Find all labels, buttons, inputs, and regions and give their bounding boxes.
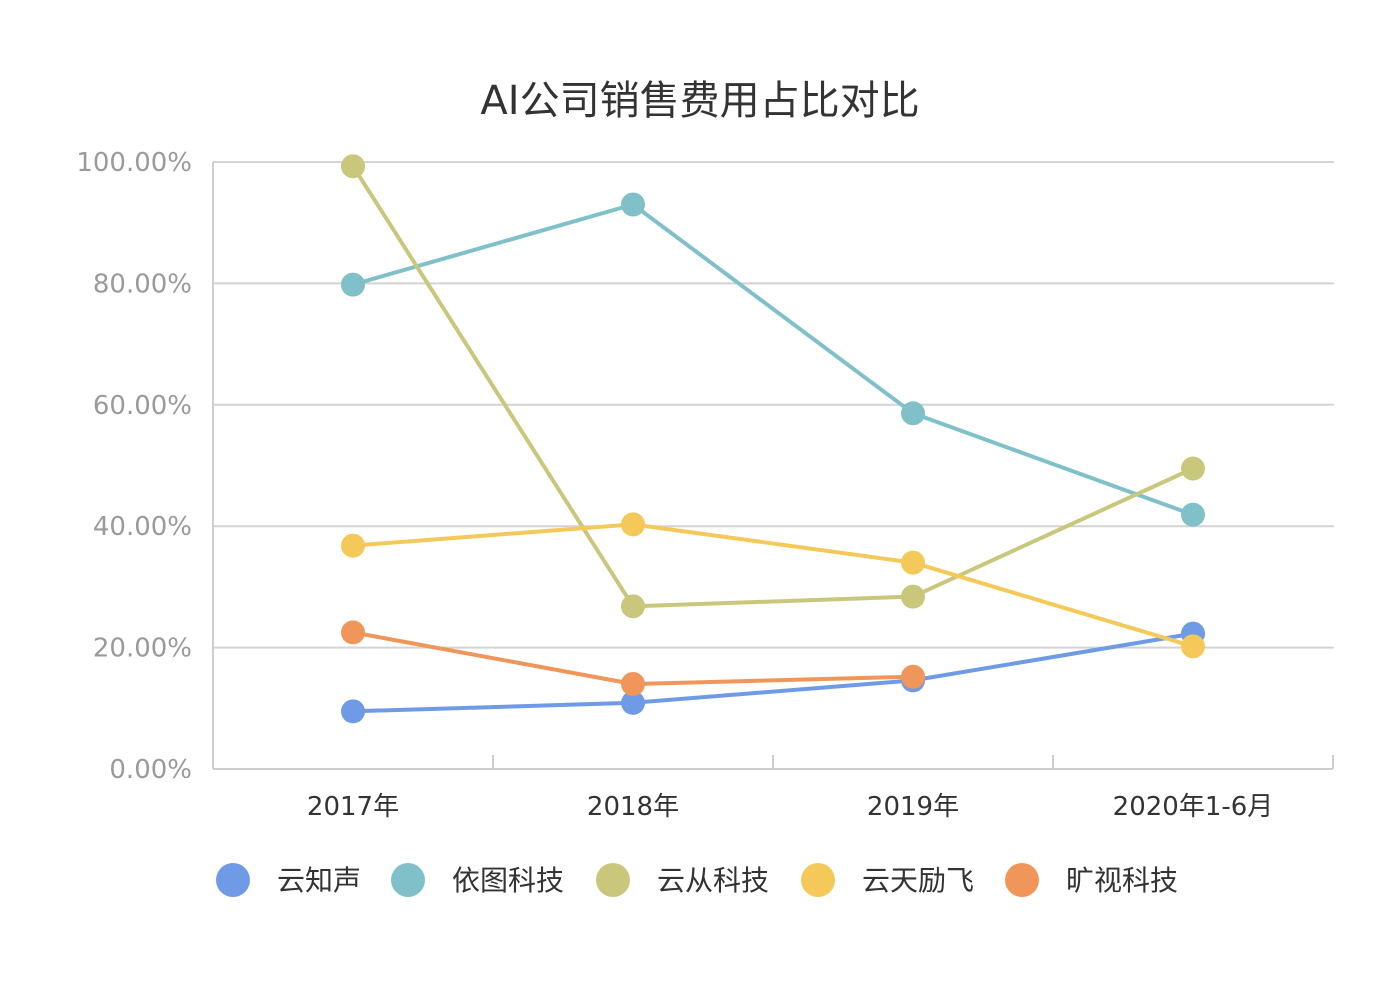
- data-point[interactable]: [1181, 634, 1205, 659]
- x-tick-label: 2018年: [587, 792, 679, 822]
- data-point[interactable]: [901, 584, 925, 609]
- x-axis: 2017年 2018年 2019年 2020年1-6月: [212, 755, 1334, 822]
- legend-marker: [596, 863, 630, 897]
- y-tick-label: 0.00%: [109, 755, 192, 785]
- legend-label: 云知声: [277, 864, 361, 897]
- series-line: [351, 202, 1195, 517]
- data-point[interactable]: [1181, 456, 1205, 481]
- x-tick-label: 2020年1-6月: [1113, 792, 1274, 822]
- series-line: [351, 164, 1195, 609]
- series-group: [341, 154, 1205, 724]
- data-point[interactable]: [901, 550, 925, 575]
- legend-label: 旷视科技: [1066, 864, 1178, 897]
- data-point[interactable]: [621, 594, 645, 619]
- x-tick-label: 2017年: [307, 792, 399, 822]
- legend-item[interactable]: 旷视科技: [1005, 863, 1178, 897]
- legend: 云知声 依图科技 云从科技 云天励飞 旷视科技: [216, 863, 1178, 897]
- y-tick-label: 20.00%: [93, 634, 192, 664]
- legend-item[interactable]: 云知声: [216, 863, 361, 897]
- data-point[interactable]: [621, 192, 645, 217]
- legend-label: 云从科技: [657, 864, 769, 897]
- y-tick-label: 80.00%: [93, 269, 192, 299]
- data-point[interactable]: [341, 154, 365, 179]
- legend-item[interactable]: 云从科技: [596, 863, 769, 897]
- y-tick-label: 60.00%: [93, 391, 192, 421]
- data-point[interactable]: [341, 699, 365, 724]
- data-point[interactable]: [341, 272, 365, 297]
- legend-marker: [1005, 863, 1039, 897]
- data-point[interactable]: [1181, 502, 1205, 527]
- legend-marker: [216, 863, 250, 897]
- data-point[interactable]: [341, 620, 365, 645]
- legend-label: 云天励飞: [862, 864, 974, 897]
- y-axis: 0.00% 20.00% 40.00% 60.00% 80.00% 100.00%: [76, 148, 214, 785]
- legend-marker: [391, 863, 425, 897]
- series-line: [351, 631, 1195, 714]
- gridlines: [213, 161, 1334, 649]
- data-point[interactable]: [621, 690, 645, 715]
- legend-marker: [801, 863, 835, 897]
- series-line: [351, 522, 1195, 649]
- x-tick-label: 2019年: [867, 792, 959, 822]
- legend-label: 依图科技: [452, 864, 564, 897]
- data-point[interactable]: [341, 533, 365, 558]
- data-point[interactable]: [621, 672, 645, 697]
- data-point[interactable]: [901, 664, 925, 689]
- data-point[interactable]: [901, 401, 925, 426]
- data-point[interactable]: [621, 512, 645, 537]
- legend-item[interactable]: 云天励飞: [801, 863, 974, 897]
- y-tick-label: 40.00%: [93, 512, 192, 542]
- legend-item[interactable]: 依图科技: [391, 863, 564, 897]
- y-tick-label: 100.00%: [76, 148, 192, 178]
- chart-title: AI公司销售费用占比对比: [480, 78, 919, 124]
